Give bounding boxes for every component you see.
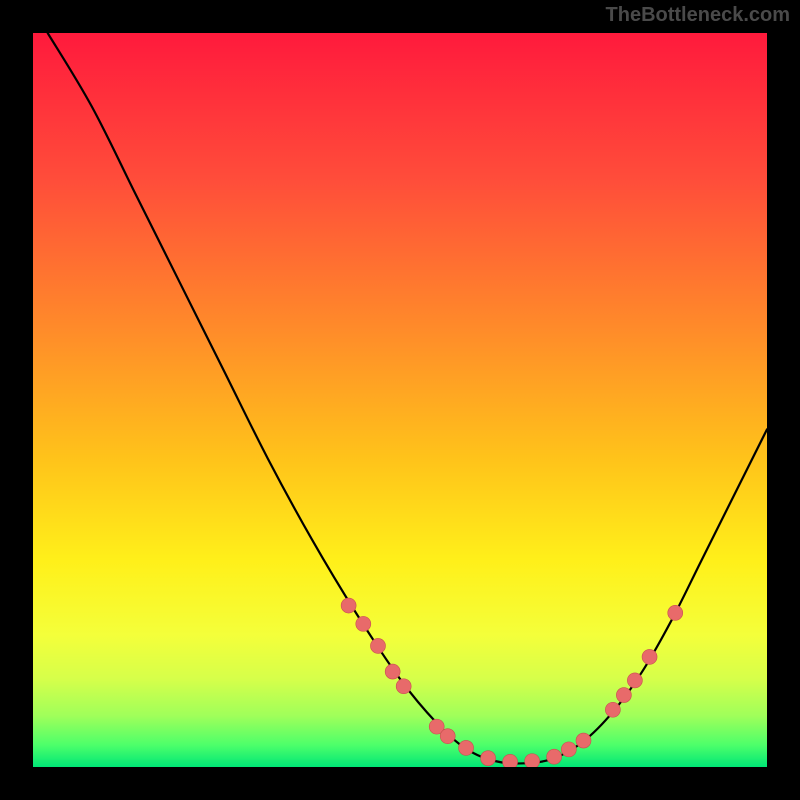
bottleneck-curve (48, 33, 767, 764)
data-marker (561, 742, 576, 757)
data-marker (668, 605, 683, 620)
data-marker (385, 664, 400, 679)
data-marker (459, 740, 474, 755)
data-marker (627, 673, 642, 688)
data-marker (503, 754, 518, 767)
chart-container: TheBottleneck.com (0, 0, 800, 800)
data-marker (605, 702, 620, 717)
curve-layer (33, 33, 767, 767)
data-marker (525, 754, 540, 767)
data-marker (440, 729, 455, 744)
plot-area (33, 33, 767, 767)
data-marker (576, 733, 591, 748)
data-marker (642, 649, 657, 664)
data-marker (396, 679, 411, 694)
data-marker (616, 688, 631, 703)
data-marker (341, 598, 356, 613)
data-marker (356, 616, 371, 631)
data-marker (481, 751, 496, 766)
data-marker (370, 638, 385, 653)
data-marker (547, 749, 562, 764)
watermark: TheBottleneck.com (606, 4, 790, 27)
